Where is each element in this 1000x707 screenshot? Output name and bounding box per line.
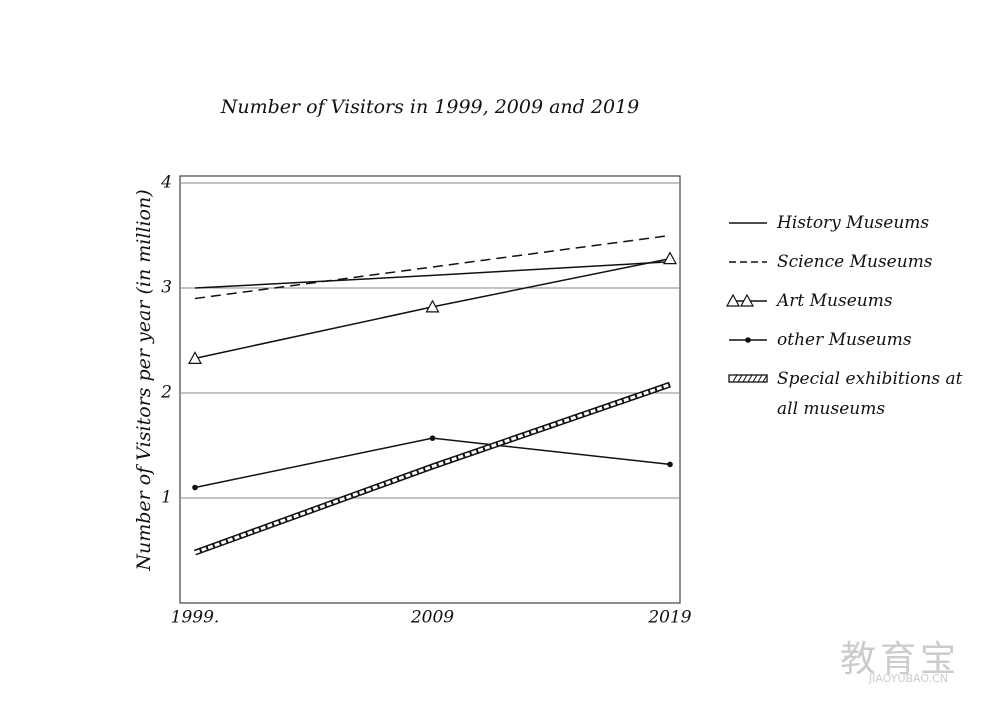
- marker: [662, 251, 678, 265]
- legend-hatch-line: [747, 374, 753, 383]
- watermark: 教育宝: [839, 639, 960, 680]
- chart-title: Number of Visitors in 1999, 2009 and 201…: [220, 96, 639, 118]
- series-line: [194, 437, 671, 489]
- legend-hatch-line: [757, 374, 763, 383]
- marker: [667, 461, 673, 468]
- y-tick-label: 1: [161, 488, 172, 508]
- legend-label: other Museums: [777, 330, 912, 350]
- x-tick-label: 1999.: [171, 608, 220, 628]
- marker: [192, 484, 198, 491]
- y-axis-label: Number of Visitors per year (in million): [133, 189, 155, 571]
- legend-hatch-line: [737, 374, 743, 383]
- series-line: [194, 261, 671, 289]
- marker: [739, 293, 755, 307]
- watermark-url: JIAOYUBAO.CN: [868, 672, 948, 685]
- legend-item: Science Museums: [725, 247, 975, 283]
- marker: [745, 337, 751, 343]
- x-tick-label: 2009: [410, 608, 454, 628]
- legend-label: History Museums: [777, 213, 930, 233]
- marker: [429, 435, 436, 441]
- marker: [725, 293, 741, 307]
- legend-hatch-line: [732, 374, 738, 383]
- y-tick-label: 2: [160, 383, 172, 403]
- legend-item: Special exhibitions at all museums: [725, 364, 975, 419]
- legend-hatch-line: [762, 374, 768, 383]
- series-line: [194, 234, 671, 300]
- legend-item: History Museums: [725, 208, 975, 244]
- legend-symbol: [729, 261, 767, 263]
- legend-hatch-line: [742, 374, 748, 383]
- legend-symbol: [729, 222, 767, 224]
- x-tick-label: 2019: [647, 608, 691, 628]
- marker: [187, 351, 203, 364]
- legend-label: Special exhibitions at all museums: [777, 369, 963, 419]
- series-hatch: [194, 383, 671, 555]
- legend-symbol: [725, 293, 767, 307]
- marker: [425, 299, 440, 313]
- y-tick-label: 4: [160, 173, 172, 193]
- legend-label: Art Museums: [777, 291, 893, 311]
- legend-label: Science Museums: [777, 252, 933, 272]
- y-tick-label: 3: [161, 278, 172, 298]
- legend-symbol: [728, 374, 768, 383]
- plot-frame: [179, 175, 681, 604]
- legend-hatch-line: [752, 374, 758, 383]
- legend-symbol: [729, 337, 767, 343]
- legend-item: other Museums: [725, 325, 975, 361]
- legend-item: Art Museums: [725, 286, 975, 322]
